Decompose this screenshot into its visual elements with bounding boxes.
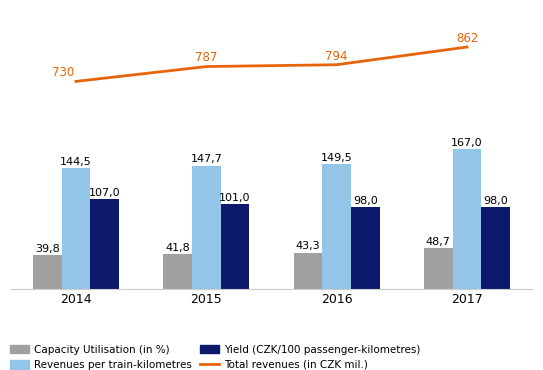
Text: 48,7: 48,7 — [426, 237, 451, 247]
Text: 149,5: 149,5 — [321, 153, 352, 163]
Bar — [163, 254, 192, 289]
Bar — [323, 164, 351, 289]
Text: 101,0: 101,0 — [219, 193, 251, 203]
Text: 144,5: 144,5 — [60, 157, 92, 167]
Text: 794: 794 — [325, 50, 348, 63]
Text: 43,3: 43,3 — [296, 241, 320, 251]
Bar — [220, 205, 249, 289]
Text: 98,0: 98,0 — [483, 196, 508, 206]
Bar — [33, 255, 62, 289]
Bar — [294, 253, 323, 289]
Text: 730: 730 — [52, 66, 74, 79]
Bar — [90, 199, 119, 289]
Bar — [192, 165, 220, 289]
Text: 147,7: 147,7 — [191, 154, 222, 164]
Bar — [481, 207, 510, 289]
Bar — [351, 207, 380, 289]
Text: 862: 862 — [456, 32, 478, 45]
Text: 167,0: 167,0 — [451, 138, 483, 148]
Text: 98,0: 98,0 — [353, 196, 378, 206]
Text: 41,8: 41,8 — [165, 242, 190, 253]
Bar — [62, 168, 90, 289]
Legend: Capacity Utilisation (in %), Revenues per train-kilometres, Yield (CZK/100 passe: Capacity Utilisation (in %), Revenues pe… — [5, 340, 425, 370]
Text: 107,0: 107,0 — [89, 188, 121, 198]
Text: 787: 787 — [195, 51, 218, 64]
Bar — [424, 248, 453, 289]
Text: 39,8: 39,8 — [35, 244, 60, 254]
Bar — [453, 149, 481, 289]
